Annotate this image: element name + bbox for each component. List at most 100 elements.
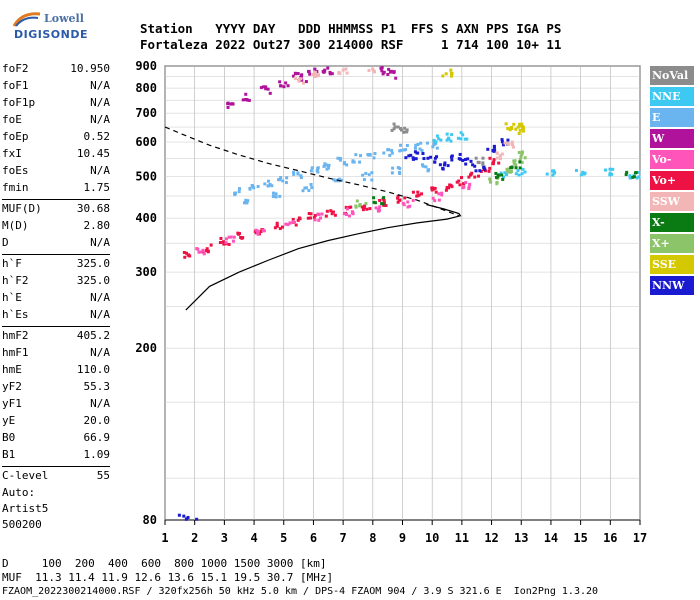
echo-point-nne bbox=[628, 174, 632, 178]
echo-point-vo- bbox=[206, 249, 210, 253]
echo-point-vo- bbox=[491, 162, 495, 166]
echo-point-vo- bbox=[237, 231, 241, 235]
echo-point-nnw bbox=[414, 157, 418, 161]
echo-point-w bbox=[381, 72, 385, 76]
echo-point-e bbox=[361, 173, 365, 177]
echo-point-sse bbox=[450, 74, 454, 78]
echo-point-e bbox=[398, 166, 402, 170]
echo-point-x- bbox=[358, 204, 362, 208]
echo-point-nnw bbox=[407, 154, 411, 158]
echo-point-e bbox=[382, 151, 386, 155]
echo-point-nnw bbox=[469, 159, 473, 163]
param-value: N/A bbox=[90, 236, 110, 249]
y-tick-label: 700 bbox=[135, 106, 157, 120]
echo-point-nne bbox=[465, 137, 469, 141]
echo-point-w bbox=[259, 86, 263, 90]
echo-point-w bbox=[246, 98, 250, 102]
param-value: N/A bbox=[90, 291, 110, 304]
echo-point-x- bbox=[518, 160, 522, 164]
echo-point-vo- bbox=[201, 248, 205, 252]
echo-point-w bbox=[266, 87, 270, 91]
echo-point-vo- bbox=[433, 199, 437, 203]
echo-point-x- bbox=[382, 196, 386, 200]
y-tick-label: 80 bbox=[143, 513, 157, 527]
echo-point-vo- bbox=[378, 198, 382, 202]
param-key: fxI bbox=[2, 147, 22, 160]
param-value: 1.09 bbox=[83, 448, 111, 461]
echo-point-e bbox=[315, 169, 319, 173]
param-row: B0 66.9 bbox=[2, 429, 110, 446]
echo-point-sse bbox=[514, 127, 518, 131]
echo-point-e bbox=[338, 156, 342, 160]
echo-point-nnw bbox=[415, 151, 419, 155]
polarization-legend: NoVal NNE E W Vo- Vo+ SSW X- X+ SSE NNW bbox=[650, 66, 694, 297]
echo-point-nnw bbox=[492, 144, 496, 148]
echo-point-w bbox=[284, 81, 288, 85]
echo-point-vo- bbox=[347, 214, 351, 218]
echo-point-vo- bbox=[236, 231, 240, 235]
echo-point-e bbox=[367, 173, 371, 177]
echo-point-e bbox=[358, 160, 362, 164]
echo-point-nnw bbox=[493, 148, 497, 152]
echo-point-e bbox=[252, 186, 256, 190]
param-value: 325.0 bbox=[76, 257, 110, 270]
echo-point-x- bbox=[518, 166, 522, 170]
legend-item-nnw: NNW bbox=[650, 276, 694, 295]
echo-point-e bbox=[372, 156, 376, 160]
param-value: 55.3 bbox=[83, 380, 111, 393]
echo-point-e bbox=[309, 169, 313, 173]
echo-point-ssw bbox=[367, 69, 371, 73]
echo-point-vo- bbox=[368, 207, 372, 211]
echo-point-vo- bbox=[416, 190, 420, 194]
param-key: foE bbox=[2, 113, 22, 126]
echo-point-nnw bbox=[429, 155, 433, 159]
echo-point-nnw bbox=[182, 514, 186, 518]
echo-point-vo- bbox=[186, 253, 190, 257]
param-key: foF2 bbox=[2, 62, 29, 75]
echo-point-vo- bbox=[313, 213, 317, 217]
echo-point-e bbox=[432, 142, 436, 146]
legend-item-w: W bbox=[650, 129, 694, 148]
echo-point-vo- bbox=[222, 242, 226, 246]
echo-point-vo- bbox=[396, 194, 400, 198]
echo-point-x- bbox=[372, 200, 376, 204]
echo-point-x- bbox=[517, 151, 521, 155]
echo-point-vo- bbox=[406, 200, 410, 204]
echo-point-vo- bbox=[473, 175, 477, 179]
echo-point-ssw bbox=[498, 154, 502, 158]
echo-point-e bbox=[237, 190, 241, 194]
echo-point-e bbox=[270, 184, 274, 188]
echo-point-e bbox=[370, 178, 374, 182]
echo-point-nne bbox=[432, 139, 436, 143]
echo-point-vo- bbox=[468, 182, 472, 186]
echo-point-vo- bbox=[360, 205, 364, 209]
echo-point-vo- bbox=[378, 205, 382, 209]
echo-point-vo- bbox=[437, 192, 441, 196]
param-key: M(D) bbox=[2, 219, 29, 232]
echo-point-e bbox=[234, 191, 238, 195]
echo-point-ssw bbox=[314, 71, 318, 75]
artist-version: Artist5 bbox=[2, 502, 49, 515]
echo-point-e bbox=[405, 143, 409, 147]
param-value: N/A bbox=[90, 346, 110, 359]
param-value: 55 bbox=[96, 469, 110, 482]
echo-point-ssw bbox=[297, 79, 301, 83]
echo-point-e bbox=[413, 146, 417, 150]
echo-point-vo- bbox=[344, 212, 348, 216]
echo-point-sse bbox=[520, 122, 524, 126]
echo-point-e bbox=[304, 186, 308, 190]
electron-density-profile bbox=[185, 203, 462, 311]
echo-point-vo- bbox=[185, 251, 189, 255]
echo-point-nnw bbox=[482, 165, 486, 169]
echo-point-vo- bbox=[182, 251, 186, 255]
param-value: 0.52 bbox=[83, 130, 111, 143]
param-key: yF2 bbox=[2, 380, 22, 393]
echo-point-nne bbox=[461, 133, 465, 137]
echo-point-x- bbox=[500, 173, 504, 177]
echo-point-vo- bbox=[411, 190, 415, 194]
echo-point-vo- bbox=[307, 212, 311, 216]
param-row: fmin 1.75 bbox=[2, 179, 110, 196]
param-row: foEs N/A bbox=[2, 162, 110, 179]
echo-point-ssw bbox=[313, 75, 317, 79]
echo-point-e bbox=[303, 186, 307, 190]
